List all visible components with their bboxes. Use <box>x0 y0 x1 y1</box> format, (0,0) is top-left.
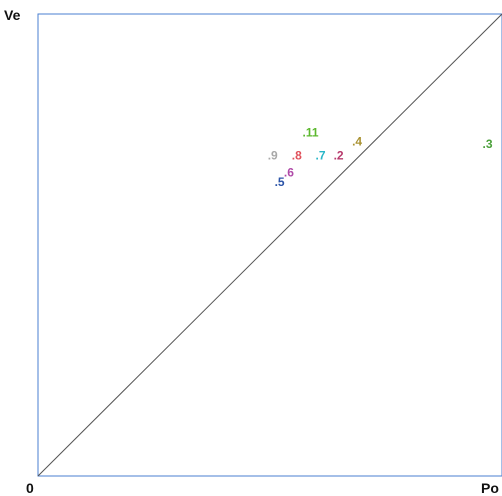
diagonal-reference-line <box>37 13 502 477</box>
point-label: .11 <box>303 125 319 139</box>
plot-frame <box>37 13 502 477</box>
point-label: .9 <box>268 149 278 163</box>
point-label: .2 <box>334 149 344 163</box>
point-label: .5 <box>275 175 285 189</box>
origin-label: 0 <box>26 480 34 496</box>
point-label: .7 <box>316 149 326 163</box>
point-label: .6 <box>284 166 294 180</box>
point-label: .8 <box>292 149 302 163</box>
points-layer: .11 .4 .9 .8 .7 .2 .3 .6.5 <box>268 125 493 189</box>
point-label: .3 <box>483 137 493 151</box>
y-axis-label: Ve <box>4 7 21 23</box>
x-axis-label: Po <box>481 480 499 496</box>
point-label: .4 <box>352 135 362 149</box>
